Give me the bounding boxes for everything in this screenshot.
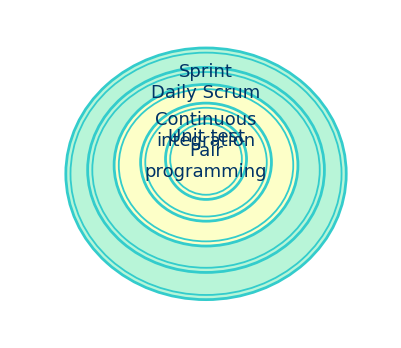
Text: Pair
programming: Pair programming: [144, 142, 267, 181]
Ellipse shape: [140, 103, 271, 221]
Ellipse shape: [114, 85, 297, 246]
Text: Daily Scrum: Daily Scrum: [151, 85, 260, 102]
Text: Unit test: Unit test: [167, 128, 244, 146]
Ellipse shape: [165, 119, 246, 199]
Ellipse shape: [87, 68, 324, 272]
Text: Continuous
integration: Continuous integration: [155, 111, 256, 150]
Ellipse shape: [66, 48, 345, 300]
Text: Sprint: Sprint: [178, 63, 233, 81]
